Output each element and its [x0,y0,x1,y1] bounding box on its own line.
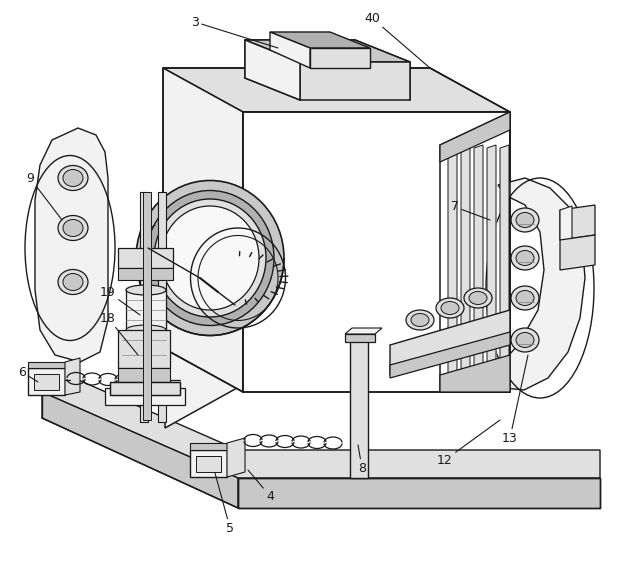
Polygon shape [345,328,382,334]
Polygon shape [140,192,148,422]
Ellipse shape [63,274,83,290]
Ellipse shape [58,216,88,240]
Ellipse shape [516,332,534,347]
Polygon shape [42,392,238,508]
Ellipse shape [136,181,284,335]
Polygon shape [560,206,572,242]
Ellipse shape [436,298,464,318]
Polygon shape [190,443,227,450]
Ellipse shape [161,206,259,310]
Polygon shape [245,40,300,100]
Polygon shape [270,32,370,48]
Ellipse shape [154,199,266,317]
Ellipse shape [464,288,492,308]
Polygon shape [126,290,166,330]
Ellipse shape [58,166,88,190]
Ellipse shape [411,313,429,327]
Text: 12: 12 [437,420,500,466]
Ellipse shape [511,246,539,270]
Polygon shape [118,248,173,268]
Polygon shape [498,178,585,390]
Polygon shape [163,68,510,112]
Polygon shape [448,145,457,388]
Text: 3: 3 [191,16,278,48]
Polygon shape [28,368,65,395]
Text: 19: 19 [100,286,140,315]
Text: 13: 13 [502,355,528,444]
Polygon shape [110,382,180,395]
Polygon shape [390,310,510,375]
Polygon shape [243,112,510,392]
Polygon shape [42,364,600,478]
Polygon shape [390,332,510,378]
Polygon shape [300,62,410,100]
Ellipse shape [126,325,166,335]
Polygon shape [118,268,173,280]
Polygon shape [118,368,170,382]
Polygon shape [345,334,375,342]
Ellipse shape [469,292,487,305]
Ellipse shape [63,220,83,236]
Text: 8: 8 [358,445,366,474]
Polygon shape [196,456,221,472]
Polygon shape [35,128,108,362]
Polygon shape [105,388,185,405]
Polygon shape [461,145,470,388]
Polygon shape [190,450,227,477]
Polygon shape [163,68,243,392]
Ellipse shape [511,286,539,310]
Polygon shape [238,478,600,508]
Text: 18: 18 [100,312,138,355]
Polygon shape [440,355,510,392]
Ellipse shape [511,208,539,232]
Ellipse shape [441,301,459,315]
Polygon shape [34,374,59,390]
Polygon shape [440,112,510,162]
Text: 4: 4 [248,470,274,503]
Polygon shape [143,192,151,420]
Ellipse shape [406,310,434,330]
Polygon shape [245,40,410,62]
Polygon shape [65,358,80,395]
Text: 40: 40 [364,12,430,68]
Ellipse shape [58,270,88,294]
Text: 9: 9 [26,171,62,220]
Polygon shape [158,192,166,422]
Ellipse shape [516,213,534,228]
Text: 5: 5 [215,473,234,535]
Polygon shape [118,330,170,368]
Polygon shape [165,68,291,428]
Text: 6: 6 [18,366,38,382]
Polygon shape [500,145,509,388]
Text: 7: 7 [451,201,490,220]
Ellipse shape [126,285,166,295]
Ellipse shape [63,170,83,186]
Polygon shape [560,205,595,240]
Polygon shape [474,145,483,388]
Polygon shape [270,32,310,68]
Polygon shape [487,145,496,388]
Ellipse shape [146,190,274,325]
Polygon shape [28,362,65,368]
Polygon shape [350,338,368,478]
Ellipse shape [516,290,534,305]
Polygon shape [560,235,595,270]
Polygon shape [310,48,370,68]
Ellipse shape [516,251,534,266]
Ellipse shape [511,328,539,352]
Polygon shape [227,438,245,477]
